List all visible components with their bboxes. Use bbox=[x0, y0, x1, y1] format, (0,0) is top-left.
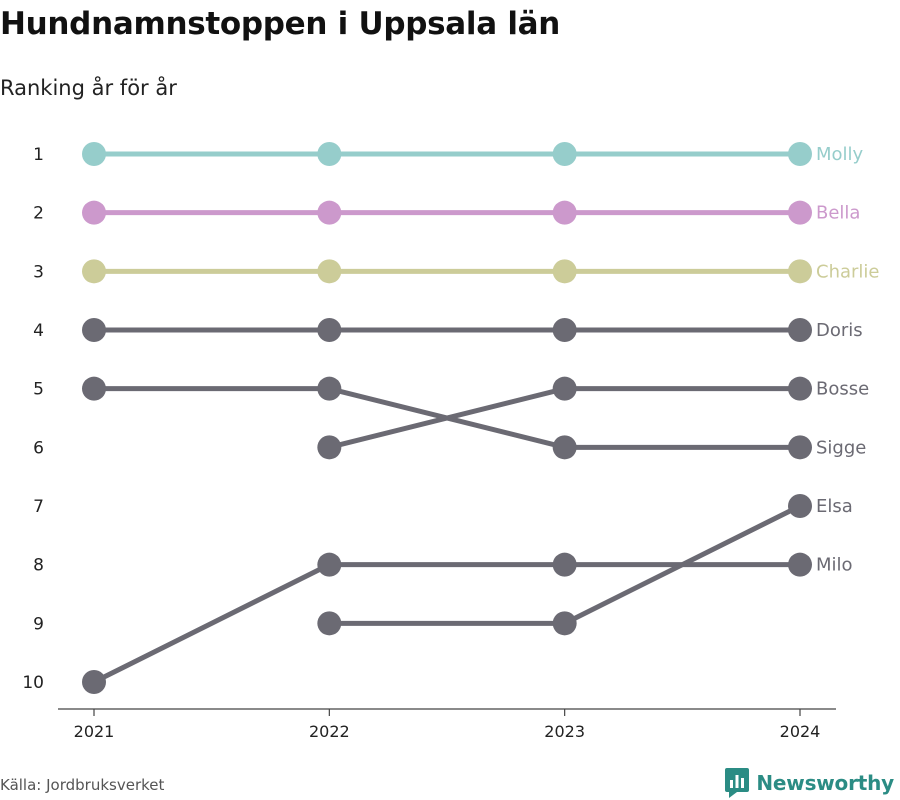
x-tick-label: 2022 bbox=[309, 722, 350, 741]
series-end-label: Elsa bbox=[816, 496, 853, 517]
y-tick-label: 6 bbox=[33, 438, 44, 458]
data-point bbox=[788, 142, 812, 166]
data-point bbox=[788, 494, 812, 518]
x-tick-label: 2024 bbox=[780, 722, 821, 741]
series-line bbox=[91, 562, 803, 685]
brand-name: Newsworthy bbox=[756, 771, 894, 795]
series-end-label: Bosse bbox=[816, 379, 869, 400]
x-tick-marks bbox=[93, 709, 801, 716]
data-point bbox=[317, 435, 342, 460]
series-lines bbox=[91, 151, 803, 685]
data-point bbox=[317, 611, 342, 636]
data-point bbox=[552, 200, 577, 225]
data-point bbox=[788, 200, 812, 225]
series-points bbox=[82, 142, 812, 694]
data-point bbox=[552, 318, 577, 342]
chart-subtitle: Ranking år för år bbox=[0, 76, 177, 100]
data-point bbox=[552, 435, 577, 460]
data-point bbox=[788, 318, 812, 342]
series-end-label: Sigge bbox=[816, 437, 866, 458]
data-point bbox=[788, 376, 812, 401]
data-point bbox=[82, 670, 106, 694]
series-end-label: Charlie bbox=[816, 261, 879, 282]
y-tick-labels: 1 2 3 4 5 6 7 8 9 10 bbox=[22, 145, 44, 693]
data-point bbox=[552, 142, 577, 166]
x-tick-label: 2023 bbox=[544, 722, 585, 741]
data-point bbox=[82, 318, 106, 342]
chart-title: Hundnamnstoppen i Uppsala län bbox=[0, 6, 561, 42]
y-tick-label: 7 bbox=[33, 497, 44, 517]
y-tick-label: 2 bbox=[33, 204, 44, 224]
data-point bbox=[317, 376, 342, 401]
series-end-label: Molly bbox=[816, 144, 864, 165]
data-point bbox=[317, 552, 342, 577]
data-point bbox=[82, 142, 106, 166]
x-tick-labels: 2021 2022 2023 2024 bbox=[74, 722, 821, 741]
data-point bbox=[317, 318, 342, 342]
y-tick-label: 3 bbox=[33, 262, 44, 282]
series-end-label: Milo bbox=[816, 555, 853, 576]
y-tick-label: 9 bbox=[33, 614, 44, 634]
series-line bbox=[91, 386, 803, 450]
data-point bbox=[317, 200, 342, 225]
source-note: Källa: Jordbruksverket bbox=[0, 776, 165, 794]
newsworthy-logo-icon bbox=[725, 768, 750, 798]
y-tick-label: 8 bbox=[33, 556, 44, 576]
data-point bbox=[82, 259, 106, 284]
brand-logo[interactable]: Newsworthy bbox=[725, 768, 894, 798]
data-point bbox=[552, 376, 577, 401]
y-tick-label: 10 bbox=[22, 673, 44, 693]
data-point bbox=[552, 259, 577, 284]
data-point bbox=[317, 259, 342, 284]
data-point bbox=[552, 611, 577, 636]
data-point bbox=[317, 142, 342, 166]
x-tick-label: 2021 bbox=[74, 722, 115, 741]
y-tick-label: 5 bbox=[33, 380, 44, 400]
data-point bbox=[788, 435, 812, 460]
data-point bbox=[82, 200, 106, 225]
y-tick-label: 1 bbox=[33, 145, 44, 165]
series-end-label: Doris bbox=[816, 320, 863, 341]
series-end-label: Bella bbox=[816, 203, 860, 224]
series-end-labels: Molly Bella Charlie Doris Bosse Sigge Elsa Milo bbox=[816, 144, 879, 576]
data-point bbox=[552, 552, 577, 577]
data-point bbox=[82, 376, 106, 401]
data-point bbox=[788, 552, 812, 577]
data-point bbox=[788, 259, 812, 284]
y-tick-label: 4 bbox=[33, 321, 44, 341]
